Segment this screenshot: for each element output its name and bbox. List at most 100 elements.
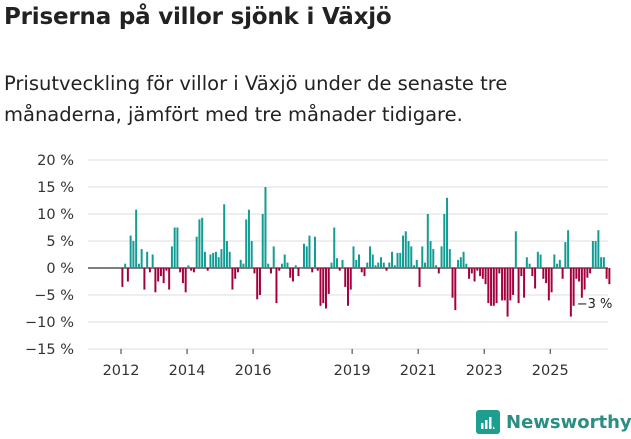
bar <box>487 268 490 304</box>
bar <box>402 235 405 268</box>
bar <box>195 236 198 268</box>
bar <box>602 257 605 268</box>
bar <box>264 187 267 268</box>
bar <box>391 251 394 268</box>
bar <box>137 263 140 268</box>
bar <box>187 265 190 268</box>
chart-title: Priserna på villor sjönk i Växjö <box>4 4 392 30</box>
bar <box>539 254 542 268</box>
bar <box>291 268 294 282</box>
bar <box>269 268 272 274</box>
bar <box>457 259 460 268</box>
bar <box>181 268 184 284</box>
bar <box>572 268 575 306</box>
bar <box>190 268 193 271</box>
bar <box>146 251 149 268</box>
y-tick-label: −15 % <box>25 342 74 358</box>
bar <box>176 227 179 268</box>
bar <box>523 268 526 298</box>
bar <box>594 241 597 268</box>
bar <box>424 262 427 268</box>
bar <box>454 268 457 311</box>
bar <box>217 257 220 268</box>
bar <box>220 249 223 268</box>
bar <box>157 268 160 282</box>
bar <box>203 251 206 268</box>
bar <box>294 265 297 268</box>
bar <box>201 217 204 268</box>
bar <box>421 246 424 268</box>
bar <box>459 257 462 268</box>
bar <box>236 268 239 273</box>
x-tick-label: 2014 <box>169 363 206 379</box>
bar <box>385 268 388 271</box>
bar <box>404 231 407 268</box>
bar <box>374 265 377 268</box>
bar <box>481 268 484 279</box>
bar <box>567 230 570 268</box>
bar <box>319 268 322 306</box>
bar <box>520 268 523 277</box>
bar <box>605 268 608 279</box>
bar <box>490 268 493 306</box>
bar <box>479 268 482 277</box>
bar <box>600 257 603 268</box>
bar <box>432 249 435 268</box>
bar <box>206 268 209 271</box>
bar <box>168 268 171 290</box>
bar <box>275 268 278 304</box>
y-axis-labels: 20 % 15 % 10 % 5 % 0 % −5 % −10 % −15 % <box>25 153 74 358</box>
bar <box>324 268 327 309</box>
bar <box>212 252 215 268</box>
bar <box>517 268 520 304</box>
x-tick-label: 2019 <box>334 363 371 379</box>
chart: 20 %15 %10 %5 %0 %−5 %−10 %−15 % 2012 201… <box>25 153 612 379</box>
newsworthy-logo: Newsworthy <box>476 407 631 437</box>
x-tick-label: 2025 <box>532 363 569 379</box>
bar <box>302 243 305 268</box>
bar <box>333 227 336 268</box>
bar <box>272 246 275 268</box>
bar <box>121 268 124 287</box>
bar <box>165 268 168 271</box>
bar <box>506 268 509 317</box>
bar <box>184 268 187 293</box>
bar <box>476 268 479 271</box>
bar <box>382 262 385 268</box>
bar <box>214 251 217 268</box>
bar <box>583 268 586 290</box>
bar <box>536 251 539 268</box>
bar <box>556 263 559 268</box>
newsworthy-logo-text: Newsworthy <box>506 411 631 433</box>
bar <box>377 262 380 268</box>
bar <box>352 246 355 268</box>
bar <box>192 268 195 273</box>
bar <box>245 219 248 268</box>
bar <box>239 259 242 268</box>
bar <box>589 268 592 274</box>
bar <box>380 257 383 268</box>
bar <box>198 219 201 268</box>
bar <box>305 246 308 268</box>
bar <box>129 235 132 268</box>
bar <box>162 268 165 284</box>
bar <box>492 268 495 306</box>
bar <box>179 268 182 273</box>
x-axis: 2012 2014 2016 2019 2021 2023 2025 <box>103 349 569 379</box>
bar <box>514 231 517 268</box>
bar <box>338 268 341 271</box>
bar <box>465 263 468 268</box>
bar <box>366 262 369 268</box>
bar <box>223 204 226 268</box>
bar <box>495 268 498 304</box>
bar <box>234 268 237 279</box>
bar <box>468 268 471 279</box>
bar <box>313 236 316 268</box>
bar <box>344 268 347 287</box>
bar <box>446 197 449 268</box>
bar <box>575 268 578 279</box>
bar <box>547 268 550 301</box>
bar <box>484 268 487 285</box>
bar <box>512 268 515 295</box>
bar <box>297 268 300 277</box>
